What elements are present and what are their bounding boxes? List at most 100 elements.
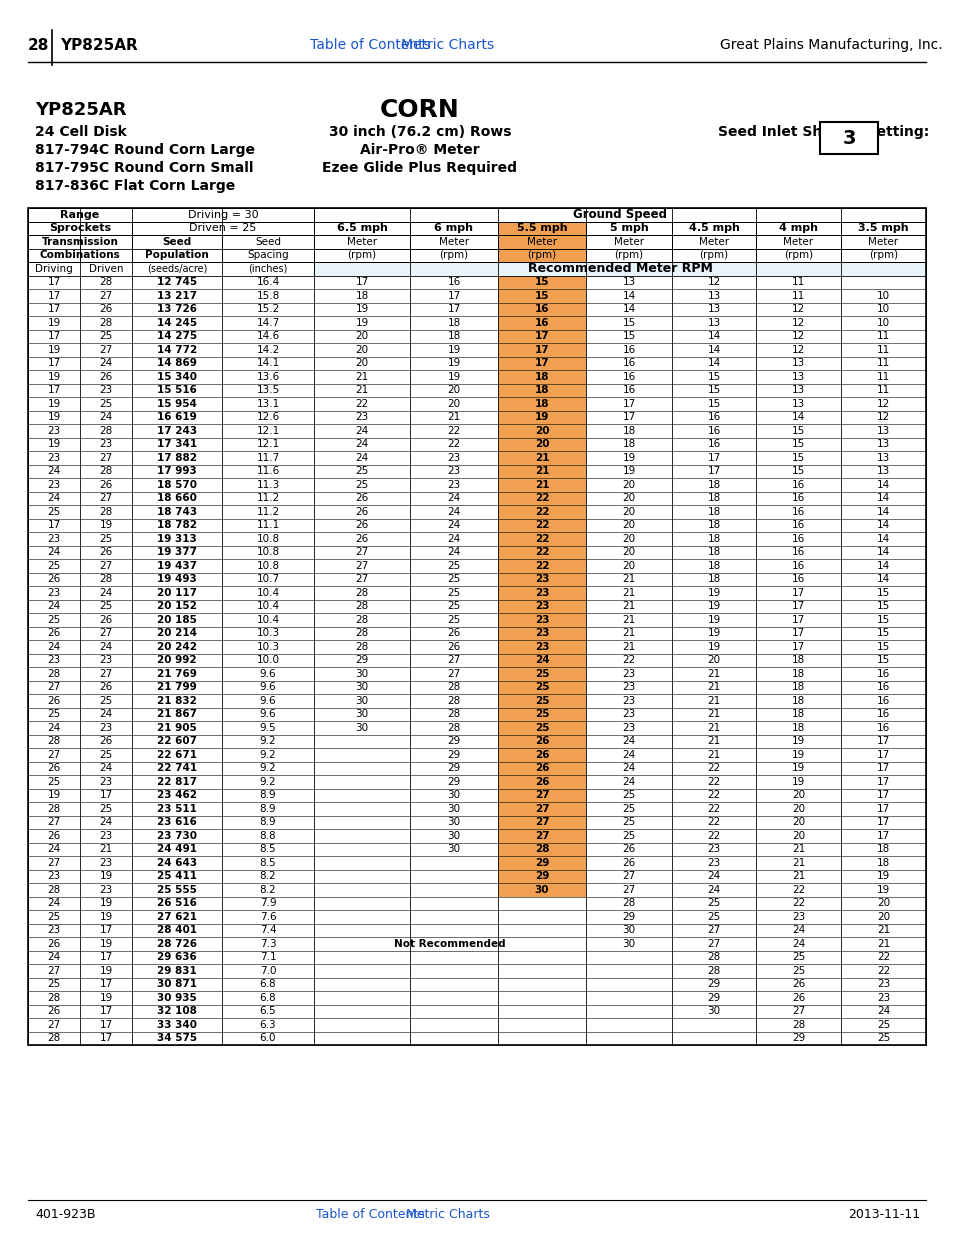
- Text: 21: 21: [706, 668, 720, 679]
- Text: 17: 17: [48, 304, 61, 314]
- Text: 8.5: 8.5: [259, 845, 276, 855]
- Text: 9.2: 9.2: [259, 763, 276, 773]
- Text: 19: 19: [355, 304, 368, 314]
- Text: 11: 11: [876, 372, 889, 382]
- Text: 23: 23: [99, 385, 112, 395]
- Text: 21: 21: [621, 615, 635, 625]
- Text: 17: 17: [99, 952, 112, 962]
- Bar: [28, 532, 925, 546]
- Text: 24: 24: [99, 709, 112, 719]
- Text: 13 726: 13 726: [157, 304, 196, 314]
- Bar: [671, 248, 755, 262]
- Text: 21: 21: [706, 722, 720, 732]
- Text: 23: 23: [447, 453, 460, 463]
- Text: 27: 27: [48, 858, 61, 868]
- Text: 23: 23: [48, 656, 61, 666]
- Text: 19: 19: [48, 345, 61, 354]
- Text: 22: 22: [447, 440, 460, 450]
- Text: 10: 10: [876, 317, 889, 327]
- Text: 19: 19: [876, 871, 889, 882]
- Text: 24: 24: [48, 493, 61, 503]
- Text: 15: 15: [876, 601, 889, 611]
- Text: 15: 15: [876, 656, 889, 666]
- Bar: [28, 316, 925, 330]
- Text: 29: 29: [706, 993, 720, 1003]
- Text: 29: 29: [535, 858, 549, 868]
- Text: 26 516: 26 516: [157, 898, 196, 908]
- Bar: [28, 573, 925, 585]
- Text: 13: 13: [791, 372, 804, 382]
- Text: 30 935: 30 935: [157, 993, 196, 1003]
- Text: 16: 16: [791, 534, 804, 543]
- Text: (seeds/acre): (seeds/acre): [147, 264, 207, 274]
- Text: 11: 11: [876, 358, 889, 368]
- Text: 18: 18: [535, 372, 549, 382]
- Text: 24: 24: [621, 777, 635, 787]
- Text: 24 491: 24 491: [157, 845, 196, 855]
- Bar: [585, 248, 671, 262]
- Bar: [497, 680, 585, 694]
- Text: 12: 12: [706, 277, 720, 288]
- Text: 3: 3: [841, 128, 855, 147]
- Text: 25: 25: [447, 561, 460, 571]
- Text: 30: 30: [447, 845, 460, 855]
- Text: 27: 27: [48, 750, 61, 760]
- Text: 18 743: 18 743: [157, 506, 197, 516]
- Bar: [28, 464, 925, 478]
- Text: 19: 19: [447, 358, 460, 368]
- Text: 19: 19: [48, 412, 61, 422]
- Text: 18: 18: [791, 656, 804, 666]
- Text: 25: 25: [535, 709, 549, 719]
- Text: 13: 13: [621, 277, 635, 288]
- Text: 20: 20: [535, 440, 549, 450]
- Text: 17 882: 17 882: [157, 453, 196, 463]
- Text: 23: 23: [99, 858, 112, 868]
- Text: 19: 19: [99, 911, 112, 921]
- Bar: [28, 519, 925, 532]
- Bar: [314, 207, 925, 221]
- Text: Meter: Meter: [867, 237, 898, 247]
- Text: 11: 11: [791, 277, 804, 288]
- Text: 8.9: 8.9: [259, 790, 276, 800]
- Text: 16: 16: [876, 682, 889, 693]
- Text: 18: 18: [621, 440, 635, 450]
- Bar: [28, 788, 925, 802]
- Text: 21: 21: [447, 412, 460, 422]
- Text: 25: 25: [48, 709, 61, 719]
- Text: 24: 24: [48, 642, 61, 652]
- Text: 18: 18: [706, 479, 720, 490]
- Text: 18: 18: [706, 534, 720, 543]
- Text: 17: 17: [48, 385, 61, 395]
- Text: 16: 16: [706, 426, 720, 436]
- Text: 9.6: 9.6: [259, 682, 276, 693]
- Text: 25: 25: [535, 722, 549, 732]
- Bar: [28, 910, 925, 924]
- Bar: [497, 316, 585, 330]
- Text: 15: 15: [706, 385, 720, 395]
- Bar: [497, 869, 585, 883]
- Bar: [497, 856, 585, 869]
- Bar: [497, 396, 585, 410]
- Text: 20: 20: [355, 345, 368, 354]
- Text: 24: 24: [621, 763, 635, 773]
- Text: 23: 23: [621, 695, 635, 705]
- Bar: [497, 384, 585, 396]
- Text: 14: 14: [706, 358, 720, 368]
- Text: 23: 23: [355, 412, 368, 422]
- Text: 23: 23: [48, 534, 61, 543]
- Bar: [497, 505, 585, 519]
- Text: 20 242: 20 242: [157, 642, 196, 652]
- Text: 13: 13: [791, 358, 804, 368]
- Text: 21: 21: [706, 695, 720, 705]
- Text: 17: 17: [534, 345, 549, 354]
- Text: Driving = 30: Driving = 30: [188, 210, 258, 220]
- Text: 30: 30: [621, 939, 635, 948]
- Text: 24: 24: [447, 547, 460, 557]
- Text: Combinations: Combinations: [40, 251, 120, 261]
- Text: 27: 27: [99, 561, 112, 571]
- Text: 28: 28: [447, 695, 460, 705]
- Bar: [497, 410, 585, 424]
- Text: 18: 18: [535, 399, 549, 409]
- Bar: [28, 883, 925, 897]
- Bar: [28, 221, 132, 235]
